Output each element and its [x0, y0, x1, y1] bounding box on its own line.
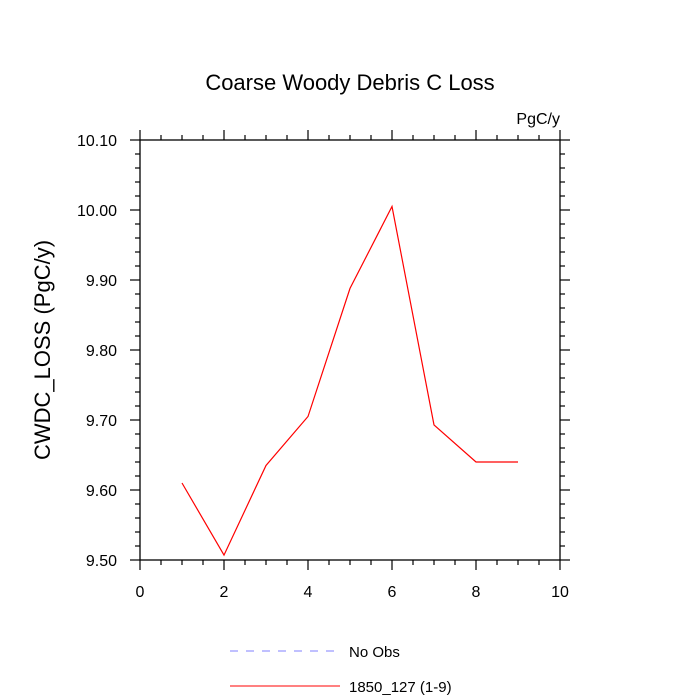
- x-tick-label: 6: [388, 584, 397, 601]
- legend-label: 1850_127 (1-9): [349, 679, 452, 696]
- chart-title: Coarse Woody Debris C Loss: [205, 70, 494, 95]
- series-line: [181, 204, 518, 557]
- series-layer: [181, 204, 518, 557]
- y-tick-label: 10.00: [77, 203, 117, 220]
- y-tick-label: 9.60: [86, 483, 117, 500]
- x-tick-label: 2: [220, 584, 229, 601]
- units-label: PgC/y: [516, 111, 560, 128]
- y-tick-label: 9.50: [86, 553, 117, 570]
- y-tick-label: 10.10: [77, 133, 117, 150]
- x-tick-label: 8: [472, 584, 481, 601]
- y-tick-label: 9.80: [86, 343, 117, 360]
- y-tick-label: 9.90: [86, 273, 117, 290]
- legend-label: No Obs: [349, 644, 400, 661]
- axis-ticks: [130, 130, 570, 570]
- x-tick-label: 10: [551, 584, 569, 601]
- tick-labels: 0 2 4 6 8 10 9.50 9.60 9.70 9.80 9.90 10.00 10.10: [77, 133, 569, 601]
- y-axis-label: CWDC_LOSS (PgC/y): [30, 240, 55, 460]
- y-tick-label: 9.70: [86, 413, 117, 430]
- x-tick-label: 4: [304, 584, 313, 601]
- x-tick-label: 0: [136, 584, 145, 601]
- legend: No Obs 1850_127 (1-9): [230, 644, 452, 696]
- plot-frame: [139, 139, 561, 561]
